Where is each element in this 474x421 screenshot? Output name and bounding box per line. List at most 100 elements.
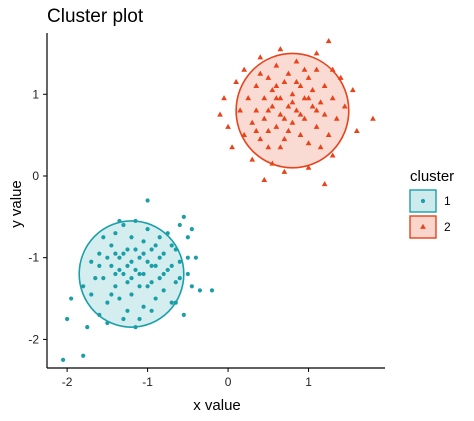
- cluster-1-point: [133, 267, 138, 273]
- cluster-2-point: [261, 176, 268, 182]
- cluster-2-point: [273, 95, 280, 101]
- cluster-1-point: [145, 226, 150, 232]
- cluster-2-point: [297, 111, 304, 117]
- cluster-1-point: [177, 276, 182, 281]
- cluster-1-point: [185, 235, 190, 240]
- cluster-2-point: [305, 164, 312, 170]
- cluster-1-point: [121, 316, 126, 322]
- legend-label-1: 1: [444, 194, 451, 208]
- cluster-1-point: [133, 247, 138, 252]
- cluster-2-point: [241, 131, 248, 138]
- cluster-1-point: [197, 288, 203, 293]
- cluster-1-point: [65, 316, 70, 322]
- legend-label-2: 2: [444, 220, 451, 234]
- cluster-2-point: [289, 91, 296, 97]
- cluster-1-point: [157, 276, 162, 281]
- cluster-1-point: [185, 271, 190, 277]
- cluster-2-point: [249, 119, 256, 125]
- cluster-1-point: [161, 288, 166, 293]
- cluster-2-point: [261, 95, 268, 101]
- cluster-1-point: [157, 235, 162, 240]
- cluster-2-point: [265, 127, 272, 133]
- cluster-2-point: [269, 160, 276, 166]
- cluster-2-point: [337, 74, 344, 80]
- y-axis-label: y value: [8, 180, 25, 228]
- cluster-1-point: [121, 271, 126, 277]
- cluster-1-point: [89, 259, 94, 264]
- y-tick-label: -2: [28, 332, 39, 346]
- y-tick-label: 1: [32, 87, 39, 101]
- cluster-1-point: [145, 259, 150, 264]
- cluster-2-point: [341, 103, 348, 109]
- cluster-1-point: [129, 235, 134, 240]
- cluster-2-point: [333, 115, 340, 121]
- cluster-1-point: [161, 271, 166, 277]
- cluster-1-point: [153, 296, 158, 301]
- cluster-2-point: [293, 107, 300, 113]
- cluster-2-point: [245, 95, 252, 101]
- legend-title: cluster: [410, 168, 454, 185]
- cluster-1-point: [165, 231, 170, 236]
- legend-marker-2: [420, 223, 426, 229]
- cluster-1-point: [169, 263, 174, 268]
- cluster-2-point: [309, 86, 316, 93]
- x-tick-label: 1: [305, 375, 312, 389]
- cluster-2-point: [325, 131, 332, 138]
- cluster-1-point: [189, 284, 194, 289]
- cluster-1-point: [169, 243, 174, 248]
- cluster-1-point: [129, 276, 134, 281]
- cluster-2-point: [253, 107, 260, 113]
- cluster-1-point: [177, 222, 182, 228]
- cluster-2-point: [305, 74, 312, 80]
- cluster-1-point: [113, 231, 118, 236]
- cluster-2-point: [241, 66, 248, 72]
- cluster-1-point: [137, 316, 142, 322]
- cluster-1-point: [141, 271, 146, 277]
- cluster-1-point: [117, 296, 122, 301]
- cluster-2-point: [301, 66, 308, 72]
- cluster-1-point: [121, 222, 126, 228]
- cluster-2-point: [293, 58, 300, 64]
- cluster-2-point: [293, 78, 300, 84]
- cluster-2-point: [329, 66, 336, 72]
- cluster-2-point: [253, 127, 260, 133]
- cluster-2-point: [277, 46, 284, 52]
- legend-marker-1: [420, 198, 426, 204]
- cluster-2-point: [257, 54, 264, 60]
- cluster-1-point: [141, 239, 146, 244]
- cluster-1-point: [121, 251, 126, 256]
- cluster-1-point: [145, 284, 150, 289]
- cluster-2-point: [285, 103, 292, 109]
- cluster-2-point: [277, 144, 284, 150]
- cluster-1-point: [81, 284, 86, 289]
- y-tick-label: 0: [32, 169, 39, 183]
- cluster-2-point: [313, 50, 320, 56]
- cluster-1-point: [97, 263, 102, 268]
- cluster-2-point: [317, 144, 324, 150]
- cluster-2-point: [237, 107, 244, 113]
- cluster-1-point: [93, 276, 98, 281]
- cluster-1-point: [157, 255, 162, 260]
- cluster-1-point: [165, 267, 170, 273]
- cluster-2-point: [305, 95, 312, 101]
- x-tick-label: -2: [62, 375, 73, 389]
- cluster-1-point: [129, 292, 134, 297]
- cluster-ellipses: [78, 52, 350, 328]
- cluster-1-point: [113, 251, 118, 256]
- cluster-1-point: [129, 259, 134, 264]
- cluster-1-point: [125, 263, 130, 268]
- cluster-1-point: [137, 271, 142, 277]
- cluster-2-point: [225, 123, 231, 129]
- cluster-1-point: [97, 312, 102, 317]
- cluster-1-point: [149, 308, 154, 313]
- y-tick-label: -1: [28, 251, 39, 265]
- cluster-2-point: [285, 127, 292, 133]
- cluster-1-point: [125, 280, 130, 285]
- cluster-2-point: [269, 103, 276, 109]
- cluster-2-point: [289, 119, 296, 125]
- cluster-2-point: [349, 86, 356, 93]
- x-axis-ticks: -2 -1 0 1: [62, 368, 312, 389]
- cluster-2-point: [269, 86, 276, 93]
- y-axis-ticks: -2 -1 0 1: [28, 87, 47, 346]
